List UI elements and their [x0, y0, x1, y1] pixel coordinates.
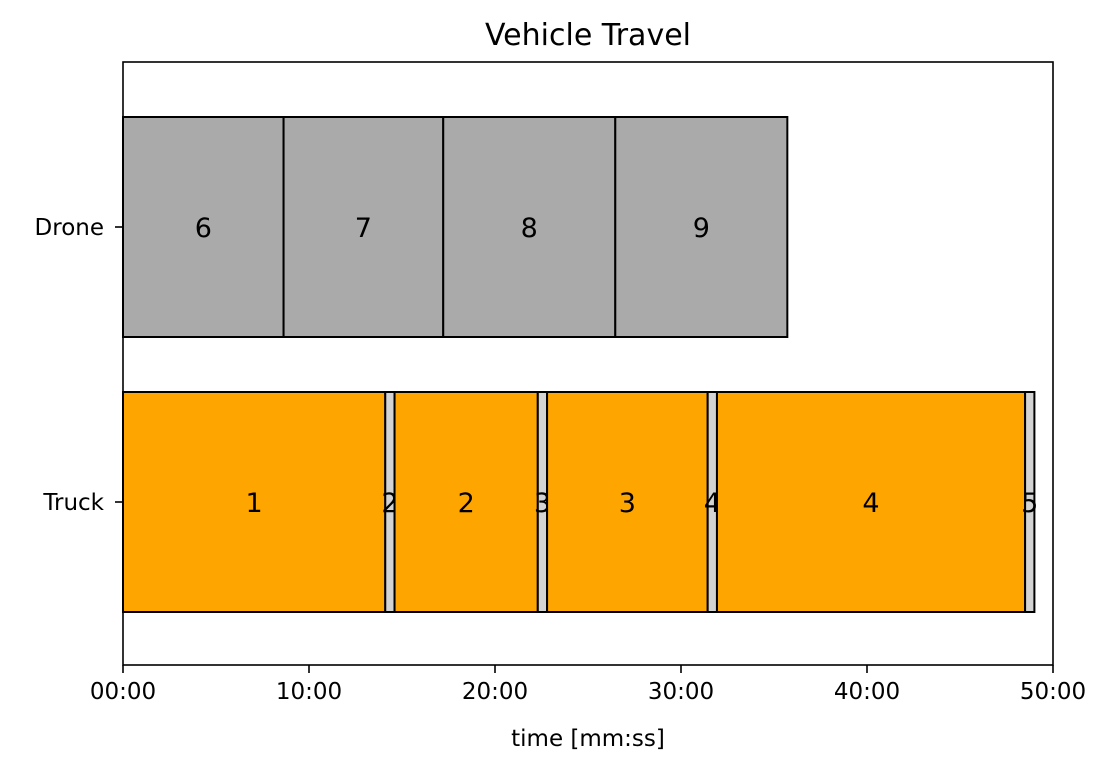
- truck-segment-7: [1024, 391, 1036, 613]
- truck-segment-label-4: 3: [619, 488, 636, 519]
- drone-segment-3: [614, 116, 789, 338]
- truck-segment-2: [393, 391, 539, 613]
- drone-segment-label-3: 9: [693, 213, 710, 244]
- truck-segment-4: [546, 391, 709, 613]
- drone-segment-label-2: 8: [521, 213, 538, 244]
- bars-layer: 6 7 8 91 2 2 3 3 4 4 5: [122, 116, 1038, 613]
- chart-title: Vehicle Travel: [485, 18, 691, 53]
- drone-segment-label-1: 7: [355, 213, 372, 244]
- y-tick-label-1: Truck: [42, 490, 104, 516]
- truck-segment-label-6: 4: [862, 488, 879, 519]
- y-tick-label-0: Drone: [35, 215, 104, 241]
- drone-segment-label-0: 6: [195, 213, 212, 244]
- plot-frame: [122, 61, 1054, 666]
- x-tick-label-4: 40:00: [834, 679, 900, 705]
- truck-segment-label-2: 2: [458, 488, 475, 519]
- x-tick-label-3: 30:00: [648, 679, 714, 705]
- x-tick-label-0: 00:00: [90, 679, 156, 705]
- x-tick-label-2: 20:00: [462, 679, 528, 705]
- drone-segment-2: [442, 116, 617, 338]
- truck-segment-6: [715, 391, 1027, 613]
- drone-segment-0: [122, 116, 285, 338]
- x-tick-label-5: 50:00: [1020, 679, 1086, 705]
- y-axis: Drone Truck: [35, 215, 123, 516]
- x-axis-title: time [mm:ss]: [511, 726, 665, 752]
- truck-segment-label-0: 1: [246, 488, 263, 519]
- truck-segment-label-7: 5: [1021, 488, 1038, 519]
- drone-segment-1: [282, 116, 445, 338]
- x-axis: 00:00 10:00 20:00 30:00 40:00 50:00: [90, 665, 1086, 705]
- truck-segment-0: [122, 391, 387, 613]
- x-tick-label-1: 10:00: [276, 679, 342, 705]
